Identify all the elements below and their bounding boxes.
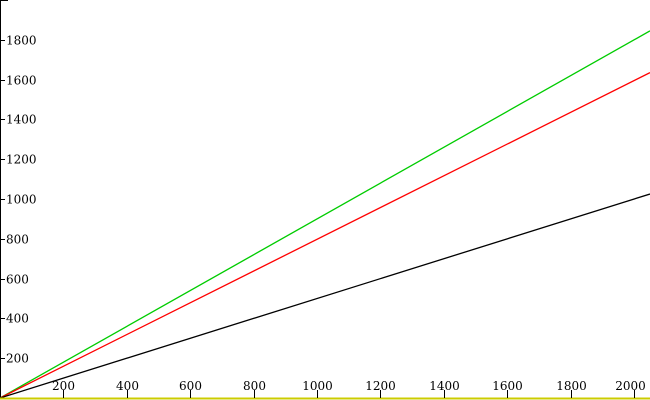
y-tick-label-800: 800	[6, 233, 29, 247]
y-tick-label-1200: 1200	[6, 153, 37, 167]
x-tick-label-1800: 1800	[556, 379, 587, 393]
x-tick-label-1600: 1600	[492, 379, 523, 393]
y-tick-label-600: 600	[6, 273, 29, 287]
y-tick-label-400: 400	[6, 312, 29, 326]
x-tick-label-2000: 2000	[615, 379, 646, 393]
y-tick-label-1800: 1800	[6, 34, 37, 48]
y-tick-label-200: 200	[6, 352, 29, 366]
y-tick-label-1000: 1000	[6, 193, 37, 207]
series-line-3	[0, 193, 650, 399]
y-tick-label-1600: 1600	[6, 74, 37, 88]
y-tick-label-1400: 1400	[6, 113, 37, 127]
series-line-2	[0, 72, 650, 399]
x-tick-label-1400: 1400	[429, 379, 460, 393]
x-tick-label-1000: 1000	[302, 379, 333, 393]
x-tick-label-600: 600	[179, 379, 202, 393]
series-layer	[0, 30, 650, 399]
x-tick-label-1200: 1200	[365, 379, 396, 393]
x-tick-label-400: 400	[116, 379, 139, 393]
x-tick-label-200: 200	[52, 379, 75, 393]
series-line-1	[0, 30, 650, 399]
x-tick-label-800: 800	[243, 379, 266, 393]
